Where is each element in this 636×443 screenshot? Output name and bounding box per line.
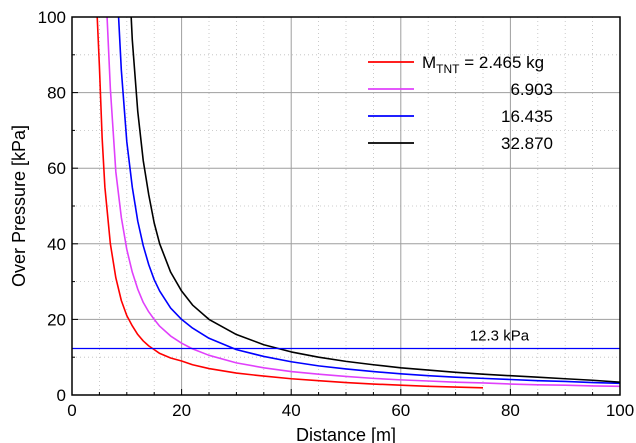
reference-line-group: 12.3 kPa <box>72 328 620 350</box>
legend-label-3: 32.870 <box>501 134 553 153</box>
major-grid <box>72 17 620 395</box>
x-tick-label: 40 <box>282 401 301 420</box>
axis-ticks <box>71 16 621 396</box>
x-axis-title: Distance [m] <box>296 425 396 443</box>
series-line-2 <box>117 17 620 385</box>
legend-label-2: 16.435 <box>501 107 553 126</box>
y-tick-label: 80 <box>47 84 66 103</box>
legend: MTNT = 2.465 kg 6.903 16.435 32.870 <box>368 53 553 153</box>
x-tick-label: 20 <box>172 401 191 420</box>
x-tick-label: 0 <box>67 401 76 420</box>
x-tick-label: 100 <box>606 401 634 420</box>
y-tick-label: 20 <box>47 310 66 329</box>
minor-grid <box>72 17 620 395</box>
series-line-1 <box>106 17 620 388</box>
y-tick-labels: 0 20 40 60 80 100 <box>38 8 66 405</box>
legend-label-0: MTNT = 2.465 kg <box>422 53 544 76</box>
y-tick-label: 40 <box>47 235 66 254</box>
legend-label-1: 6.903 <box>510 80 553 99</box>
series-line-0 <box>96 17 484 389</box>
x-tick-label: 80 <box>501 401 520 420</box>
y-axis-title: Over Pressure [kPa] <box>9 125 29 287</box>
y-tick-label: 60 <box>47 159 66 178</box>
x-tick-label: 60 <box>391 401 410 420</box>
reference-line-label: 12.3 kPa <box>470 328 530 345</box>
x-tick-labels: 0 20 40 60 80 100 <box>67 401 634 420</box>
y-tick-label: 0 <box>57 386 66 405</box>
y-tick-label: 100 <box>38 8 66 27</box>
